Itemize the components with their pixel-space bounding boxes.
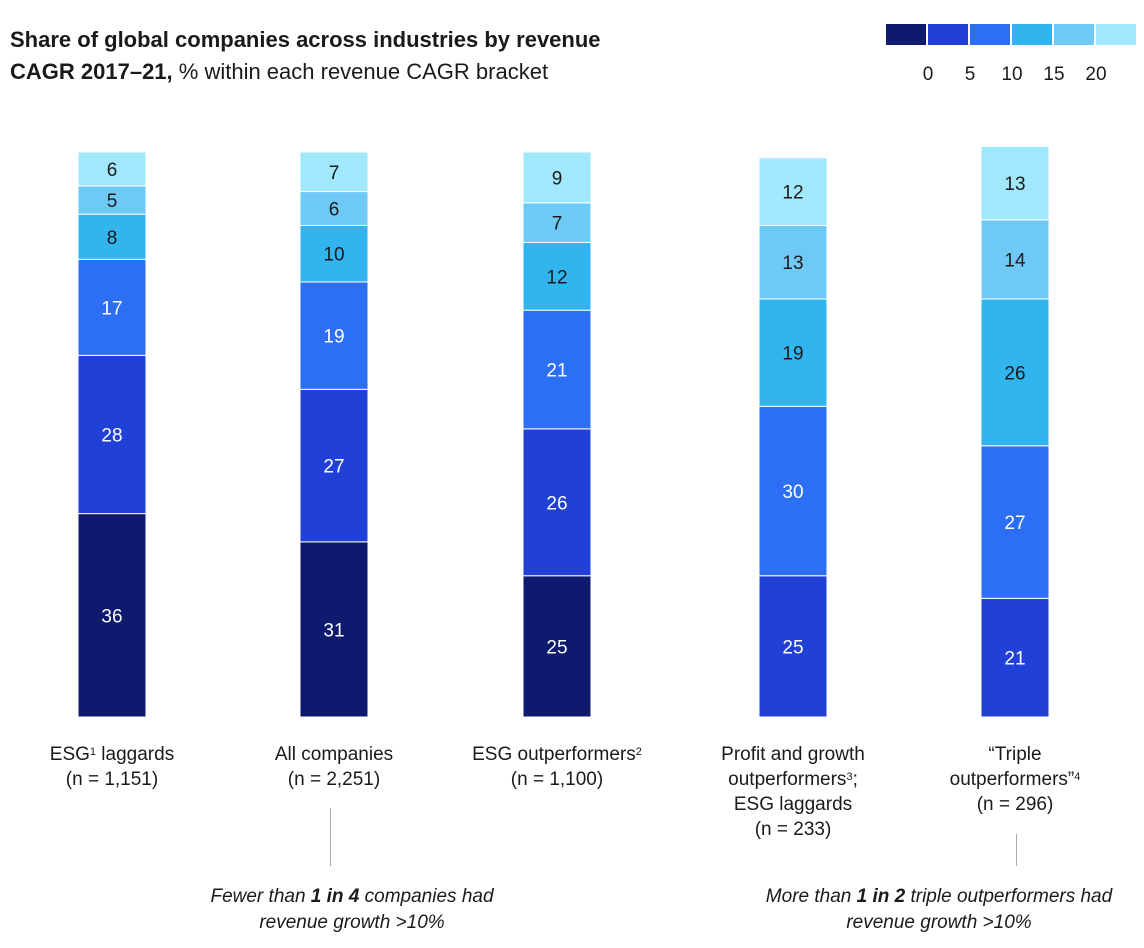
data-label: 25 bbox=[782, 637, 803, 658]
chart-title: Share of global companies across industr… bbox=[10, 24, 601, 88]
legend-swatch-5 bbox=[1054, 24, 1094, 45]
bar-segment bbox=[299, 541, 369, 718]
data-label: 28 bbox=[101, 426, 122, 447]
legend-tick: 20 bbox=[1085, 64, 1107, 85]
bar-segment bbox=[299, 191, 369, 226]
legend-tick: 15 bbox=[1043, 64, 1065, 85]
bar-segment bbox=[299, 151, 369, 193]
bar-segment bbox=[299, 224, 369, 283]
annotation-divider bbox=[1016, 834, 1017, 866]
legend-tick: 10 bbox=[1001, 64, 1023, 85]
bar-segment bbox=[77, 354, 147, 515]
data-label: 36 bbox=[101, 606, 122, 627]
data-label: 14 bbox=[1004, 250, 1026, 271]
data-label: 8 bbox=[107, 228, 118, 249]
bar-segment bbox=[980, 219, 1050, 300]
legend-swatch-4 bbox=[1012, 24, 1052, 45]
bar-segment bbox=[299, 281, 369, 390]
title-line-2-bold: CAGR 2017–21, bbox=[10, 59, 173, 84]
bar-segment bbox=[758, 575, 828, 718]
data-label: 21 bbox=[546, 361, 567, 382]
bar-segment bbox=[77, 185, 147, 215]
data-label: 19 bbox=[323, 327, 344, 348]
title-line-2-rest: % within each revenue CAGR bracket bbox=[172, 59, 549, 84]
bar-segment bbox=[522, 151, 592, 204]
legend-tick: 5 bbox=[964, 64, 976, 85]
data-label: 6 bbox=[329, 200, 340, 221]
data-label: 6 bbox=[107, 160, 118, 181]
legend-swatch-2 bbox=[928, 24, 968, 45]
data-label: 27 bbox=[1004, 513, 1025, 534]
legend-tick: 0 bbox=[922, 64, 934, 85]
data-label: 10 bbox=[323, 245, 344, 266]
data-label: 7 bbox=[552, 214, 563, 235]
legend: 0 5 10 15 20 bbox=[886, 24, 1136, 94]
bar-segment bbox=[522, 428, 592, 577]
data-label: 7 bbox=[329, 163, 340, 184]
annotation-divider bbox=[330, 808, 331, 866]
data-label: 26 bbox=[1004, 363, 1025, 384]
category-label: “Triple outperformers”4 (n = 296) bbox=[949, 744, 1081, 815]
data-label: 27 bbox=[323, 457, 344, 478]
bar-segment bbox=[77, 513, 147, 718]
legend-swatch-1 bbox=[886, 24, 926, 45]
bar-segment bbox=[77, 213, 147, 260]
data-label: 30 bbox=[782, 482, 803, 503]
data-label: 12 bbox=[546, 267, 567, 288]
category-label: Profit and growth outperformers3; ESG la… bbox=[721, 744, 865, 840]
bar-segment bbox=[299, 388, 369, 543]
bar-segment bbox=[522, 309, 592, 430]
data-label: 31 bbox=[323, 620, 344, 641]
bar-segment bbox=[522, 241, 592, 311]
bar-segment bbox=[980, 145, 1050, 221]
legend-swatch-6 bbox=[1096, 24, 1136, 45]
category-label: ESG1 laggards (n = 1,151) bbox=[49, 744, 175, 790]
data-label: 12 bbox=[782, 183, 803, 204]
bar-segment bbox=[758, 157, 828, 226]
data-label: 19 bbox=[782, 344, 803, 365]
data-label: 13 bbox=[782, 253, 803, 274]
legend-swatch-3 bbox=[970, 24, 1010, 45]
bar-segment bbox=[522, 575, 592, 718]
annotation-note: Fewer than 1 in 4 companies had revenue … bbox=[210, 886, 494, 933]
data-label: 25 bbox=[546, 637, 567, 658]
data-label: 21 bbox=[1004, 649, 1025, 670]
bar-segment bbox=[77, 258, 147, 356]
data-label: 26 bbox=[546, 493, 567, 514]
data-label: 13 bbox=[1004, 174, 1025, 195]
bar-segment bbox=[758, 405, 828, 577]
data-label: 9 bbox=[552, 168, 563, 189]
title-line-1: Share of global companies across industr… bbox=[10, 27, 601, 52]
category-label: All companies (n = 2,251) bbox=[274, 744, 394, 790]
bar-segment bbox=[77, 151, 147, 187]
annotation-note: More than 1 in 2 triple outperformers ha… bbox=[765, 886, 1113, 933]
bar-segment bbox=[980, 597, 1050, 718]
bar-segment bbox=[758, 298, 828, 407]
data-label: 17 bbox=[101, 298, 122, 319]
bar-segment bbox=[758, 224, 828, 300]
data-label: 5 bbox=[107, 191, 118, 212]
bar-segment bbox=[522, 202, 592, 243]
category-label: ESG outperformers2 (n = 1,100) bbox=[472, 744, 642, 790]
